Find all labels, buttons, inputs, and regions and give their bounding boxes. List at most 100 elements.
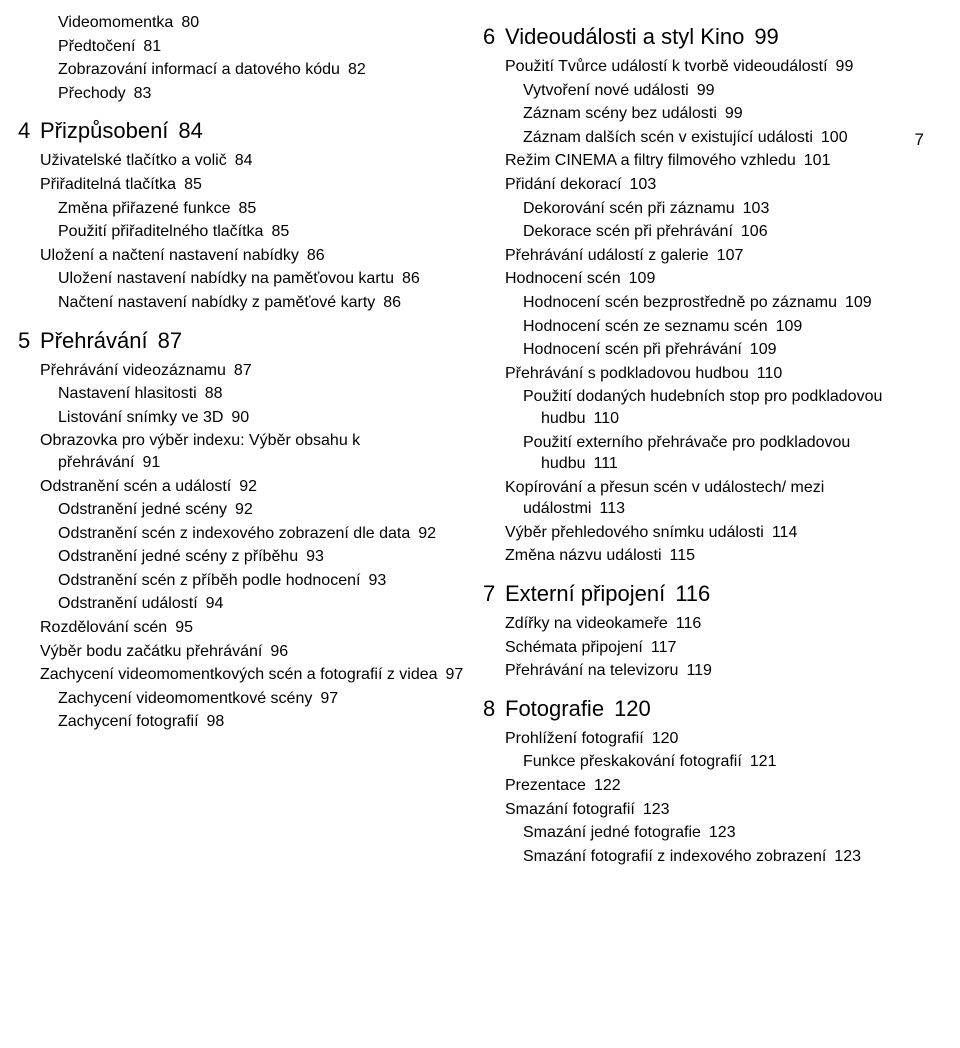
entry-page: 84 (235, 152, 253, 169)
chapter-heading: 6Videoudálosti a styl Kino99 (483, 24, 930, 50)
entry-page: 115 (670, 547, 696, 564)
toc-entry: Videomomentka80 (58, 12, 465, 34)
entry-title: Nastavení hlasitosti (58, 385, 197, 402)
entry-page: 101 (804, 152, 831, 169)
toc-entry: Odstranění jedné scény z příběhu 93 (58, 546, 465, 568)
entry-page: 87 (234, 362, 252, 379)
entry-page: 121 (750, 753, 777, 770)
entry-title: Videomomentka (58, 14, 173, 31)
chapter-heading: 5Přehrávání 87 (18, 328, 465, 354)
left-column: Videomomentka80 Předtočení 81 Zobrazování i… (40, 10, 465, 869)
entry-title: Použití dodaných hudebních stop pro podk… (523, 388, 882, 427)
entry-title: Předtočení (58, 38, 135, 55)
entry-title: Změna přiřazené funkce (58, 200, 231, 217)
entry-title: Odstranění jedné scény z příběhu (58, 548, 298, 565)
toc-entry: Přehrávání videozáznamu87 (40, 360, 465, 382)
entry-page: 113 (599, 500, 625, 517)
chapter-number: 7 (483, 581, 505, 607)
entry-title: Prohlížení fotografií (505, 730, 644, 747)
chapter-title: Videoudálosti a styl Kino (505, 24, 744, 50)
entry-page: 98 (207, 713, 225, 730)
chapter-heading: 8Fotografie120 (483, 696, 930, 722)
toc-entry: Kopírování a přesun scén v událostech/ m… (505, 477, 930, 520)
entry-title: Zobrazování informací a datového kódu (58, 61, 340, 78)
toc-entry: Smazání fotografií123 (505, 799, 930, 821)
entry-page: 91 (143, 454, 161, 471)
entry-title: Zachycení videomomentkových scén a fotog… (40, 666, 438, 683)
entry-title: Odstranění scén z indexového zobrazení d… (58, 525, 410, 542)
entry-page: 92 (239, 478, 257, 495)
toc-entry: Změna názvu události115 (505, 545, 930, 567)
entry-page: 109 (750, 341, 777, 358)
entry-page: 95 (175, 619, 193, 636)
entry-page: 110 (594, 410, 620, 427)
entry-page: 123 (834, 848, 861, 865)
entry-page: 103 (743, 200, 770, 217)
entry-page: 86 (383, 294, 401, 311)
entry-page: 111 (594, 455, 618, 472)
entry-title: Uložení a načtení nastavení nabídky (40, 247, 299, 264)
toc-entry: Listování snímky ve 3D90 (58, 407, 465, 429)
entry-title: Funkce přeskakování fotografií (523, 753, 742, 770)
toc-entry: Hodnocení scén bezprostředně po záznamu 1… (523, 292, 930, 314)
entry-title: Smazání fotografií z indexového zobrazen… (523, 848, 826, 865)
entry-title: Uživatelské tlačítko a volič (40, 152, 227, 169)
entry-page: 120 (652, 730, 679, 747)
entry-page: 82 (348, 61, 366, 78)
toc-entry: Načtení nastavení nabídky z paměťové kar… (58, 292, 465, 314)
toc-entry: Prohlížení fotografií 120 (505, 728, 930, 750)
toc-entry: Odstranění scén z příběh podle hodnocení… (58, 570, 465, 592)
toc-entry: Nastavení hlasitosti88 (58, 383, 465, 405)
entry-page: 81 (143, 38, 161, 55)
entry-title: Uložení nastavení nabídky na paměťovou k… (58, 270, 394, 287)
entry-title: Přehrávání s podkladovou hudbou (505, 365, 749, 382)
toc-entry: Odstranění událostí 94 (58, 593, 465, 615)
entry-title: Zdířky na videokameře (505, 615, 668, 632)
chapter-number: 6 (483, 24, 505, 50)
entry-page: 100 (821, 129, 848, 146)
entry-page: 86 (402, 270, 420, 287)
toc-entry: Smazání fotografií z indexového zobrazen… (523, 846, 930, 868)
toc-entry: Předtočení 81 (58, 36, 465, 58)
toc-entry: Hodnocení scén109 (505, 268, 930, 290)
toc-entry: Hodnocení scén při přehrávání 109 (523, 339, 930, 361)
entry-title: Odstranění scén z příběh podle hodnocení (58, 572, 360, 589)
entry-title: Hodnocení scén bezprostředně po záznamu (523, 294, 837, 311)
entry-page: 93 (306, 548, 324, 565)
entry-title: Hodnocení scén ze seznamu scén (523, 318, 768, 335)
entry-page: 123 (643, 801, 670, 818)
toc-entry: Přechody83 (58, 83, 465, 105)
entry-title: Přechody (58, 85, 126, 102)
entry-page: 110 (757, 365, 783, 382)
entry-page: 93 (368, 572, 386, 589)
entry-title: Načtení nastavení nabídky z paměťové kar… (58, 294, 375, 311)
toc-entry: Zachycení videomomentkové scény97 (58, 688, 465, 710)
chapter-number: 5 (18, 328, 40, 354)
chapter-page: 116 (675, 581, 710, 607)
entry-page: 109 (845, 294, 872, 311)
entry-title: Použití přiřaditelného tlačítka (58, 223, 263, 240)
entry-title: Přehrávání na televizoru (505, 662, 678, 679)
entry-page: 85 (271, 223, 289, 240)
entry-page: 116 (676, 615, 702, 632)
entry-page: 94 (206, 595, 224, 612)
toc-entry: Uživatelské tlačítko a volič 84 (40, 150, 465, 172)
toc-entry: Zdířky na videokameře 116 (505, 613, 930, 635)
chapter-page: 87 (158, 328, 182, 354)
entry-title: Odstranění událostí (58, 595, 198, 612)
entry-page: 85 (184, 176, 202, 193)
entry-page: 117 (651, 639, 677, 656)
entry-title: Použití Tvůrce událostí k tvorbě videoud… (505, 58, 828, 75)
entry-title: Smazání jedné fotografie (523, 824, 701, 841)
entry-title: Hodnocení scén při přehrávání (523, 341, 742, 358)
entry-page: 97 (446, 666, 464, 683)
entry-page: 97 (320, 690, 338, 707)
toc-entry: Dekorování scén při záznamu103 (523, 198, 930, 220)
chapter-title: Přehrávání (40, 328, 148, 354)
toc-entry: Použití externího přehrávače pro podklad… (523, 432, 930, 475)
chapter-title: Fotografie (505, 696, 604, 722)
entry-page: 109 (629, 270, 656, 287)
chapter-title: Přizpůsobení (40, 118, 168, 144)
page-number: 7 (915, 130, 924, 150)
toc-entry: Změna přiřazené funkce85 (58, 198, 465, 220)
